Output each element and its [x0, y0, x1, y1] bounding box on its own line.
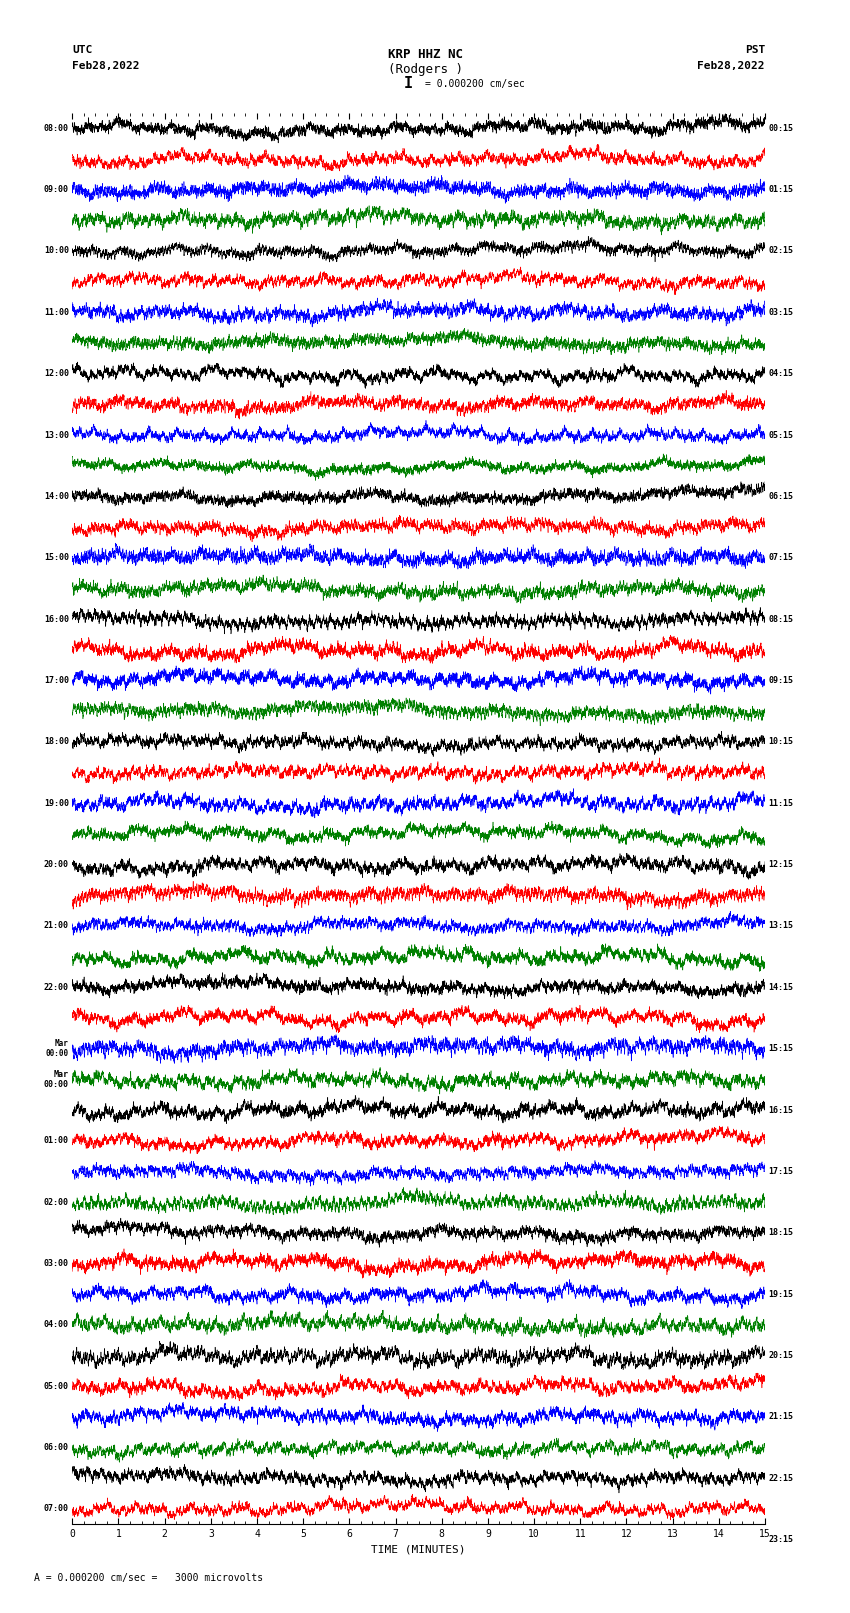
Text: 15:15: 15:15 — [768, 1044, 793, 1053]
Text: I: I — [404, 76, 412, 92]
Text: 21:15: 21:15 — [768, 1413, 793, 1421]
Text: Mar
00:00: Mar 00:00 — [44, 1069, 69, 1089]
Text: 09:00: 09:00 — [44, 185, 69, 194]
Text: 00:15: 00:15 — [768, 124, 793, 132]
Text: 19:15: 19:15 — [768, 1290, 793, 1298]
Text: 06:00: 06:00 — [44, 1444, 69, 1452]
Text: Feb28,2022: Feb28,2022 — [698, 61, 765, 71]
Text: 02:00: 02:00 — [44, 1197, 69, 1207]
Text: (Rodgers ): (Rodgers ) — [388, 63, 462, 76]
Text: 13:00: 13:00 — [44, 431, 69, 440]
Text: 20:15: 20:15 — [768, 1352, 793, 1360]
Text: PST: PST — [745, 45, 765, 55]
Text: 03:00: 03:00 — [44, 1260, 69, 1268]
Text: 09:15: 09:15 — [768, 676, 793, 686]
Text: 10:15: 10:15 — [768, 737, 793, 747]
Text: 14:15: 14:15 — [768, 982, 793, 992]
Text: Mar
00:00: Mar 00:00 — [46, 1039, 69, 1058]
Text: 22:00: 22:00 — [44, 982, 69, 992]
Text: 18:15: 18:15 — [768, 1229, 793, 1237]
Text: 10:00: 10:00 — [44, 247, 69, 255]
Text: 13:15: 13:15 — [768, 921, 793, 931]
Text: 08:15: 08:15 — [768, 615, 793, 624]
Text: 19:00: 19:00 — [44, 798, 69, 808]
Text: 12:00: 12:00 — [44, 369, 69, 377]
Text: 07:15: 07:15 — [768, 553, 793, 563]
Text: 12:15: 12:15 — [768, 860, 793, 869]
Text: 18:00: 18:00 — [44, 737, 69, 747]
Text: 05:00: 05:00 — [44, 1382, 69, 1390]
Text: 07:00: 07:00 — [44, 1505, 69, 1513]
Text: UTC: UTC — [72, 45, 93, 55]
Text: 17:15: 17:15 — [768, 1166, 793, 1176]
Text: KRP HHZ NC: KRP HHZ NC — [388, 48, 462, 61]
X-axis label: TIME (MINUTES): TIME (MINUTES) — [371, 1545, 466, 1555]
Text: 22:15: 22:15 — [768, 1474, 793, 1482]
Text: 04:15: 04:15 — [768, 369, 793, 377]
Text: 01:15: 01:15 — [768, 185, 793, 194]
Text: 02:15: 02:15 — [768, 247, 793, 255]
Text: 21:00: 21:00 — [44, 921, 69, 931]
Text: 06:15: 06:15 — [768, 492, 793, 502]
Text: 15:00: 15:00 — [44, 553, 69, 563]
Text: 17:00: 17:00 — [44, 676, 69, 686]
Text: 16:15: 16:15 — [768, 1105, 793, 1115]
Text: 11:15: 11:15 — [768, 798, 793, 808]
Text: 11:00: 11:00 — [44, 308, 69, 316]
Text: 14:00: 14:00 — [44, 492, 69, 502]
Text: 16:00: 16:00 — [44, 615, 69, 624]
Text: = 0.000200 cm/sec: = 0.000200 cm/sec — [425, 79, 524, 89]
Text: A = 0.000200 cm/sec =   3000 microvolts: A = 0.000200 cm/sec = 3000 microvolts — [34, 1573, 264, 1582]
Text: 23:15: 23:15 — [768, 1536, 793, 1544]
Text: 08:00: 08:00 — [44, 124, 69, 132]
Text: 03:15: 03:15 — [768, 308, 793, 316]
Text: 05:15: 05:15 — [768, 431, 793, 440]
Text: 20:00: 20:00 — [44, 860, 69, 869]
Text: Feb28,2022: Feb28,2022 — [72, 61, 139, 71]
Text: 01:00: 01:00 — [44, 1136, 69, 1145]
Text: 04:00: 04:00 — [44, 1321, 69, 1329]
